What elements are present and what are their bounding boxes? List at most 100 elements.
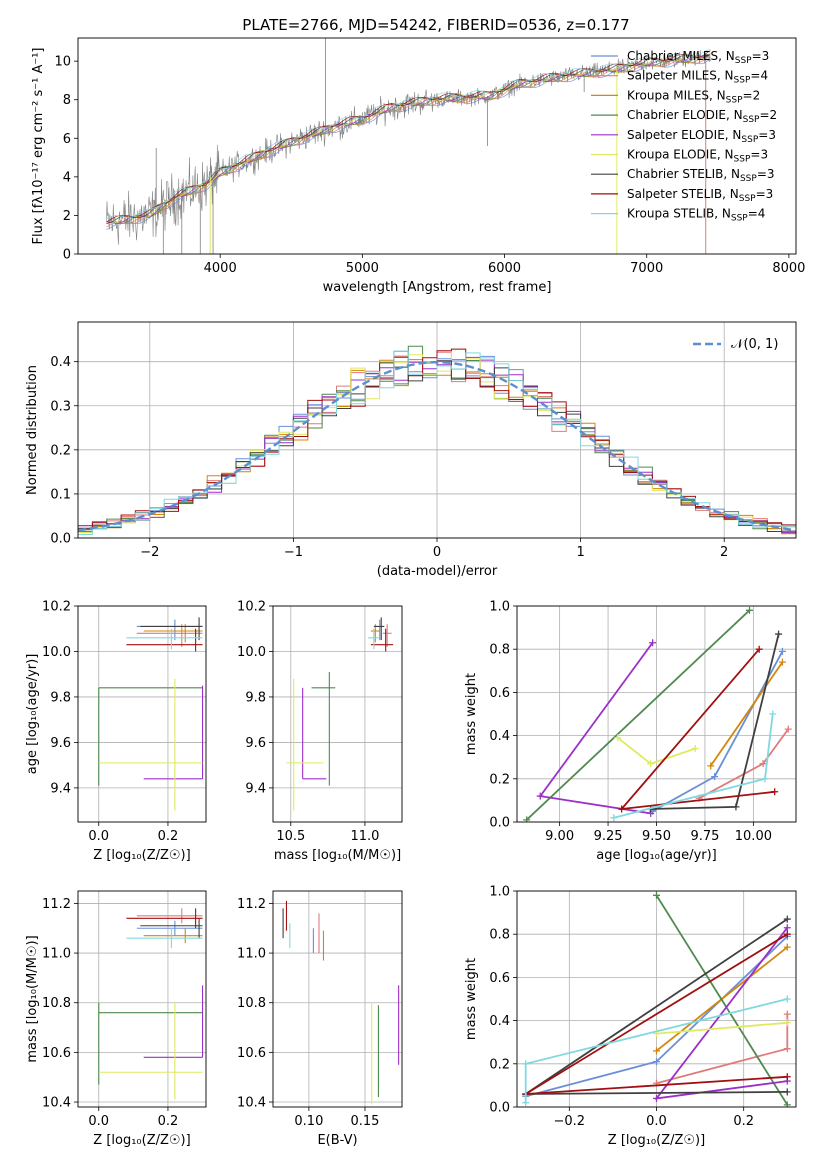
- legend-label-main: Kroupa ELODIE, N: [627, 148, 734, 162]
- panel-age-vs-mass: 10.5 11.0 9.4 9.6 9.8 10.0 10.2 mass [log₁₀(M/M…: [237, 600, 403, 863]
- y-tick-label: 11.2: [237, 897, 266, 912]
- legend-label: Salpeter STELIB, NSSP=3: [627, 187, 773, 204]
- legend-label-sub: SSP: [735, 56, 752, 66]
- panel-weight-vs-age: 9.00 9.25 9.50 9.75 10.00 0.0 0.2 0.4 0.6 0.8 1.0 a…: [464, 600, 797, 863]
- weight-marker: [522, 1060, 530, 1068]
- errorbar-point: [382, 624, 392, 647]
- y-tick-label: 4: [63, 170, 71, 185]
- errorbar-point: [98, 687, 203, 786]
- errorbar-point: [373, 617, 385, 641]
- x-tick-label: 1: [576, 545, 584, 560]
- model-spectrum: [106, 50, 711, 223]
- x-tick-label: 0.15: [351, 1114, 380, 1129]
- model-spectrum: [106, 55, 711, 224]
- errorbar-point: [143, 928, 203, 944]
- weight-line: [538, 642, 654, 815]
- weight-marker: [783, 995, 791, 1003]
- legend-label-sub: SSP: [731, 214, 748, 224]
- weight-marker: [522, 1099, 530, 1107]
- y-tick-label: 0.2: [489, 772, 510, 787]
- weight-marker: [783, 915, 791, 923]
- legend-label: Kroupa ELODIE, NSSP=3: [627, 148, 768, 165]
- model-spectrum: [106, 55, 711, 228]
- x-tick-label: 0.2: [158, 829, 179, 844]
- errorbar-point: [286, 678, 324, 811]
- histogram-step: [78, 348, 796, 530]
- legend-label: Kroupa STELIB, NSSP=4: [627, 207, 765, 224]
- errorbar-point: [126, 628, 203, 652]
- weight-marker: [647, 760, 655, 768]
- y-tick-label: 10.2: [237, 600, 266, 615]
- errorbar-point: [370, 624, 380, 643]
- legend-label-tail: =2: [743, 88, 761, 102]
- errorbar-point: [143, 985, 204, 1058]
- legend-label: Chabrier MILES, NSSP=3: [627, 49, 769, 66]
- legend-label-sub: SSP: [743, 115, 760, 125]
- weight-marker: [783, 943, 791, 951]
- weight-marker: [771, 788, 779, 796]
- legend-label: Salpeter MILES, NSSP=4: [627, 69, 768, 86]
- y-tick-label: 0.2: [489, 1057, 510, 1072]
- x-tick-label: 5000: [346, 261, 379, 276]
- weight-marker: [759, 760, 767, 768]
- errorbar-point: [140, 617, 203, 641]
- weight-marker: [778, 647, 786, 655]
- data-spectrum: [106, 50, 711, 245]
- weight-marker: [653, 1094, 660, 1102]
- errorbar-point: [126, 928, 203, 949]
- model-spectrum: [106, 53, 711, 224]
- legend-label: Salpeter ELODIE, NSSP=3: [627, 128, 776, 145]
- errorbar-point: [98, 1002, 203, 1100]
- legend-label-tail: =3: [757, 167, 775, 181]
- model-spectrum: [106, 55, 711, 224]
- gaussian-curve: [78, 360, 794, 532]
- x-tick-label: 0.2: [733, 1114, 754, 1129]
- y-axis-label: mass [log₁₀(M/M☉)]: [25, 935, 40, 1062]
- weight-marker: [755, 645, 763, 653]
- panel-residuals: −2 −1 0 1 2 0.0 0.1 0.2 0.3 0.4 (data-model)/error…: [25, 321, 797, 579]
- axes-frame: [77, 321, 797, 539]
- legend-label-sub: SSP: [726, 95, 743, 105]
- legend-label-sub: SSP: [740, 174, 757, 184]
- model-spectrum: [106, 58, 711, 230]
- x-axis-label: E(B-V): [317, 1133, 357, 1148]
- legend-label-tail: =3: [758, 128, 776, 142]
- plot-area: [106, 38, 711, 254]
- axes-frame: [77, 605, 207, 823]
- y-tick-label: 10.0: [237, 645, 266, 660]
- y-tick-label: 0.4: [489, 729, 510, 744]
- legend-label-tail: =4: [750, 69, 768, 83]
- y-tick-label: 0.0: [489, 816, 510, 831]
- weight-marker: [783, 1073, 791, 1081]
- y-tick-label: 10.4: [237, 1096, 266, 1111]
- y-tick-label: 10.6: [237, 1046, 266, 1061]
- y-tick-label: 11.0: [42, 947, 71, 962]
- y-tick-label: 1.0: [489, 600, 510, 615]
- plot-area: [98, 617, 204, 811]
- weight-line: [650, 633, 780, 810]
- y-tick-label: 0.0: [50, 532, 71, 547]
- y-tick-label: 0: [63, 248, 71, 263]
- errorbar-point: [143, 624, 203, 643]
- axes-frame: [516, 605, 797, 823]
- weight-marker: [649, 639, 657, 647]
- weight-marker: [769, 710, 777, 718]
- y-tick-label: 11.0: [237, 947, 266, 962]
- weight-line: [526, 609, 751, 821]
- weight-marker: [618, 805, 626, 813]
- y-tick-label: 10.4: [42, 1096, 71, 1111]
- legend-label-main: Chabrier ELODIE, N: [627, 108, 743, 122]
- errorbar-point: [302, 687, 327, 780]
- legend-label-tail: =4: [748, 207, 766, 221]
- legend-label: Kroupa MILES, NSSP=2: [627, 88, 760, 105]
- legend-label-main: Salpeter ELODIE, N: [627, 128, 741, 142]
- panel-spectrum: 4000 5000 6000 7000 8000 0 2 4 6 8 10 wavelength [A…: [31, 37, 805, 295]
- errorbar-point: [126, 908, 203, 929]
- legend-label-main: Chabrier MILES, N: [627, 49, 735, 63]
- y-tick-label: 2: [63, 209, 71, 224]
- panel-mass-vs-ebv: 0.10 0.15 10.4 10.6 10.8 11.0 11.2 E(B-V): [237, 890, 403, 1148]
- y-tick-label: 0.8: [489, 643, 510, 658]
- x-axis-label: wavelength [Angstrom, rest frame]: [323, 280, 552, 295]
- legend-label-main: Chabrier STELIB, N: [627, 167, 740, 181]
- plot-area: [78, 345, 796, 535]
